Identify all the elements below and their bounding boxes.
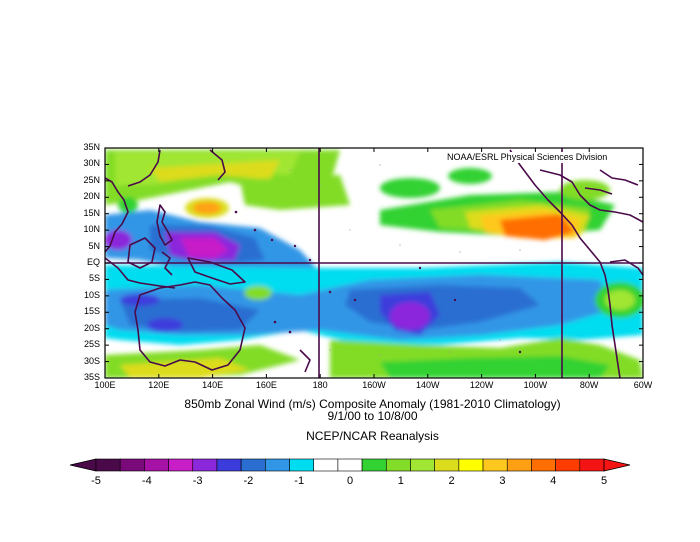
colorbar-label: 3 [499,475,506,487]
latitude-label: 30N [83,158,100,169]
colorbar-swatch [410,458,435,472]
longitude-label: 100E [94,380,116,390]
colorbar-swatch [289,458,315,472]
colorbar-swatch [458,458,484,472]
colorbar-swatch [240,458,266,472]
colorbar-label: -5 [91,475,101,487]
latitude-label: 5S [88,273,100,284]
caption-title: 850mb Zonal Wind (m/s) Composite Anomaly… [184,397,561,411]
longitude-label: 160W [362,380,386,390]
longitude-label: 140W [416,380,440,390]
latitude-label: 15N [83,207,100,218]
colorbar-label: -4 [141,475,152,487]
longitude-label: 140E [202,380,224,390]
colorbar-swatch [434,458,460,472]
colorbar-swatch [361,458,387,472]
colorbar [69,458,631,472]
latitude-label: 5N [88,240,100,251]
credit-label: NOAA/ESRL Physical Sciences Division [445,152,610,163]
colorbar-label: -3 [192,475,203,487]
colorbar-min-arrow [69,458,97,472]
longitude-label: 180 [312,380,328,390]
colorbar-swatch [144,458,169,472]
colorbar-swatch [531,458,556,472]
latitude-label: 10S [83,289,100,300]
colorbar-swatch [313,458,339,472]
colorbar-max-arrow [603,458,631,472]
longitude-label: 120W [469,380,494,390]
colorbar-label: -1 [294,475,305,487]
colorbar-swatch [265,458,290,472]
latitude-label: 15S [83,306,100,317]
colorbar-label: 5 [600,475,608,487]
colorbar-swatch [95,458,121,472]
caption-dates: 9/1/00 to 10/8/00 [327,409,418,423]
latitude-label: 20S [83,322,100,333]
colorbar-label: 1 [397,475,404,487]
latitude-label: 20N [83,191,100,202]
longitude-label: 80W [579,380,599,390]
colorbar-swatch [216,458,242,472]
colorbar-swatch [506,458,532,472]
latitude-label: 35S [83,372,100,382]
longitude-label: 120E [148,380,170,390]
colorbar-label: 2 [448,475,455,487]
latitude-label: 30S [83,355,100,366]
longitude-label: 60W [633,380,653,390]
colorbar-label: 0 [346,475,354,487]
colorbar-swatch [482,458,508,472]
colorbar-swatch [192,458,218,472]
latitude-label: EQ [86,257,100,267]
colorbar-swatch [168,458,194,472]
colorbar-label: -2 [243,475,254,487]
anomaly-field [105,148,643,378]
colorbar-swatch [119,458,145,472]
colorbar-label: 4 [550,475,557,487]
latitude-label: 25N [83,174,100,185]
grid-lines [105,148,643,378]
colorbar-swatch [385,458,411,472]
colorbar-swatch [555,458,581,472]
colorbar-swatch [337,458,363,472]
latitude-label: 35N [83,142,100,152]
caption-source: NCEP/NCAR Reanalysis [306,429,439,443]
longitude-label: 100W [523,380,548,390]
latitude-label: 25S [83,339,100,350]
colorbar-swatch [579,458,605,472]
longitude-label: 160E [255,380,277,390]
latitude-label: 10N [83,224,100,235]
